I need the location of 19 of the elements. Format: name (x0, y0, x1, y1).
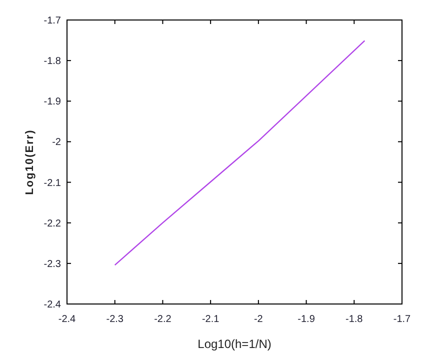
line-series (114, 40, 366, 266)
y-tick-label: -2.2 (44, 218, 62, 230)
y-tick-label: -2.3 (44, 258, 62, 270)
x-tick-label: -2.3 (106, 314, 124, 325)
y-tick-label: -2.1 (44, 178, 62, 189)
x-tick-label: -1.7 (393, 314, 412, 325)
y-tick-label: -1.8 (44, 56, 62, 68)
x-tick-label: -1.9 (298, 314, 316, 325)
y-axis-title: Log10(Err) (24, 129, 36, 195)
x-axis-title: Log10(h=1/N) (198, 337, 272, 351)
y-tick-label: -1.9 (44, 96, 62, 108)
x-tick-label: -2.2 (154, 314, 172, 325)
x-tick-label: -2.1 (202, 314, 220, 325)
y-tick-label: -2 (52, 137, 62, 148)
x-tick-label: -2 (254, 314, 264, 325)
y-tick-label: -1.7 (44, 16, 62, 26)
y-tick-label: -2.4 (44, 300, 62, 310)
x-tick-label: -1.8 (346, 314, 364, 325)
x-tick-label: -2.4 (58, 314, 76, 325)
